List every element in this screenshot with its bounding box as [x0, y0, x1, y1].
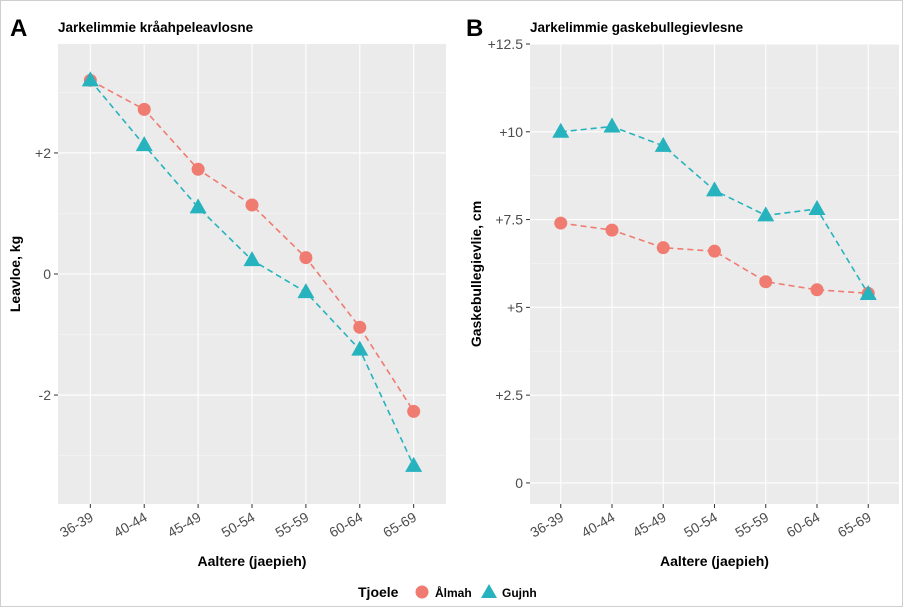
data-point-female [353, 320, 367, 334]
data-point-male [405, 456, 423, 472]
legend-item-female: Ålmah [415, 585, 472, 600]
y-tick-label: +7.5 [495, 212, 523, 228]
data-point-female [656, 241, 670, 255]
y-axis-label: Gaskebullegievlie, cm [468, 201, 484, 347]
panel-a: A Jarkelimmie kråahpeleavlosne-20+236-39 4… [7, 15, 446, 569]
y-tick-label: 0 [515, 475, 523, 491]
y-tick-label: -2 [39, 387, 52, 403]
panel-letter: A [10, 15, 27, 42]
data-point-female [407, 404, 421, 418]
legend: Tjoele Ålmah Gujnh [358, 584, 537, 600]
data-point-female [810, 283, 824, 297]
y-tick-label: +12.5 [488, 36, 524, 52]
data-point-male [757, 206, 775, 222]
data-point-male [243, 251, 261, 267]
data-point-male [654, 136, 672, 152]
data-point-male [351, 340, 369, 356]
legend-female-label: Ålmah [435, 585, 472, 600]
x-axis-label: Aaltere (jaepieh) [660, 553, 769, 569]
legend-female-marker [415, 585, 429, 599]
legend-male-marker [481, 584, 497, 598]
y-tick-label: 0 [43, 266, 51, 282]
y-tick-label: +5 [507, 299, 523, 315]
data-point-male [552, 122, 570, 138]
data-point-female [245, 198, 259, 212]
y-tick-label: +2.5 [495, 387, 523, 403]
data-point-male [706, 181, 723, 197]
y-tick-label: +2 [35, 145, 51, 161]
data-point-female [299, 251, 313, 265]
data-point-male [603, 117, 621, 133]
data-point-female [137, 102, 151, 116]
panel-b: B Jarkelimmie gaskebullegievlesne 0 +2.5 +5 +… [466, 15, 899, 569]
chart-title: Jarkelimmie gaskebullegievlesne [530, 20, 744, 35]
data-point-male [808, 200, 826, 216]
chart-title: Jarkelimmie kråahpeleavlosne [58, 20, 254, 35]
data-point-male [189, 198, 207, 214]
legend-item-male: Gujnh [481, 584, 537, 600]
data-point-male [297, 283, 315, 299]
panel-letter: B [466, 15, 483, 42]
legend-male-label: Gujnh [502, 586, 537, 600]
data-point-male [81, 71, 99, 87]
data-point-male [859, 285, 877, 301]
data-point-female [759, 275, 773, 289]
x-axis-label: Aaltere (jaepieh) [198, 553, 307, 569]
data-point-female [708, 244, 721, 258]
y-axis-label: Leavloe, kg [7, 236, 23, 312]
legend-title: Tjoele [358, 584, 399, 600]
y-tick-label: +10 [499, 124, 523, 140]
data-point-male [135, 136, 153, 152]
data-point-female [191, 162, 205, 176]
data-point-female [605, 223, 619, 237]
data-point-female [554, 216, 568, 230]
